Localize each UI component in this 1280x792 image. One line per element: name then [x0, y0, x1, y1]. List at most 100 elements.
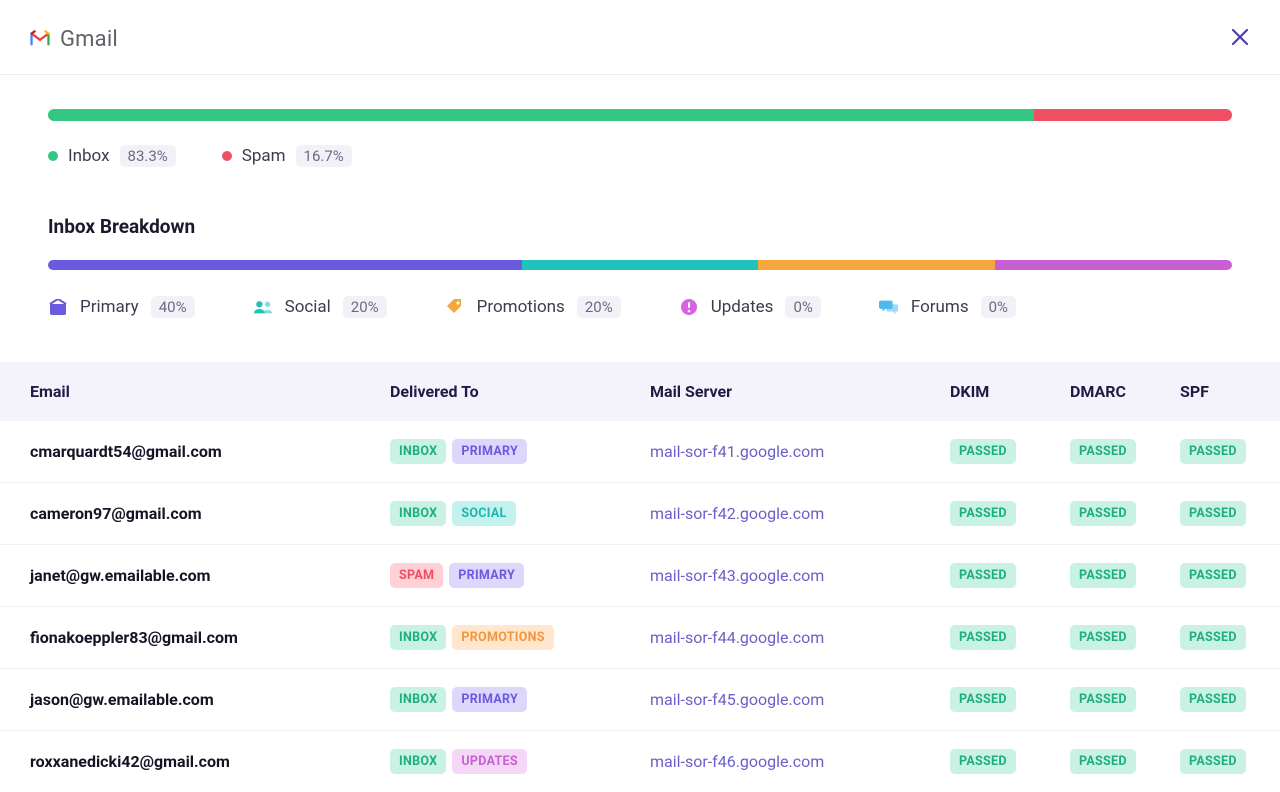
- col-dmarc: DMARC: [1070, 382, 1180, 401]
- breakdown-label: Social: [285, 297, 331, 317]
- cell-mailserver: mail-sor-f43.google.com: [650, 566, 950, 585]
- dmarc-tag: PASSED: [1070, 501, 1136, 526]
- delivery-tag: INBOX: [390, 501, 446, 526]
- cell-spf: PASSED: [1180, 439, 1260, 464]
- gmail-logo-icon: [30, 29, 50, 49]
- dkim-tag: PASSED: [950, 749, 1016, 774]
- cell-email: jason@gw.emailable.com: [30, 690, 390, 709]
- cell-delivered: INBOXPROMOTIONS: [390, 625, 650, 650]
- updates-icon: [679, 297, 699, 317]
- cell-delivered: INBOXUPDATES: [390, 749, 650, 774]
- breakdown-item-forums: Forums 0%: [879, 296, 1016, 318]
- table-row[interactable]: roxxanedicki42@gmail.comINBOXUPDATESmail…: [0, 731, 1280, 792]
- forums-icon: [879, 297, 899, 317]
- cell-dmarc: PASSED: [1070, 563, 1180, 588]
- dmarc-tag: PASSED: [1070, 687, 1136, 712]
- cell-mailserver: mail-sor-f42.google.com: [650, 504, 950, 523]
- breakdown-bar-segment: [522, 260, 759, 270]
- dkim-tag: PASSED: [950, 439, 1016, 464]
- primary-icon: [48, 297, 68, 317]
- dkim-tag: PASSED: [950, 501, 1016, 526]
- legend-dot-icon: [48, 151, 58, 161]
- cell-spf: PASSED: [1180, 563, 1260, 588]
- breakdown-label: Promotions: [477, 297, 565, 317]
- category-tag: UPDATES: [452, 749, 527, 774]
- brand: Gmail: [30, 27, 118, 52]
- breakdown-bar-segment: [995, 260, 1232, 270]
- cell-dkim: PASSED: [950, 563, 1070, 588]
- breakdown-label: Forums: [911, 297, 969, 317]
- spf-tag: PASSED: [1180, 439, 1246, 464]
- breakdown-item-promotions: Promotions 20%: [445, 296, 621, 318]
- cell-delivered: SPAMPRIMARY: [390, 563, 650, 588]
- header: Gmail: [0, 0, 1280, 75]
- dkim-tag: PASSED: [950, 563, 1016, 588]
- cell-email: roxxanedicki42@gmail.com: [30, 752, 390, 771]
- dkim-tag: PASSED: [950, 625, 1016, 650]
- delivery-bar-segment-spam: [1034, 109, 1232, 121]
- social-icon: [253, 297, 273, 317]
- cell-spf: PASSED: [1180, 687, 1260, 712]
- cell-mailserver: mail-sor-f46.google.com: [650, 752, 950, 771]
- cell-email: janet@gw.emailable.com: [30, 566, 390, 585]
- cell-delivered: INBOXPRIMARY: [390, 687, 650, 712]
- breakdown-pct: 0%: [981, 296, 1016, 318]
- breakdown-title: Inbox Breakdown: [48, 215, 1232, 238]
- delivery-tag: SPAM: [390, 563, 443, 588]
- breakdown-item-social: Social20%: [253, 296, 387, 318]
- delivery-bar-segment-inbox: [48, 109, 1034, 121]
- brand-name: Gmail: [60, 27, 118, 52]
- cell-dmarc: PASSED: [1070, 501, 1180, 526]
- table-row[interactable]: jason@gw.emailable.comINBOXPRIMARYmail-s…: [0, 669, 1280, 731]
- breakdown-item-updates: Updates0%: [679, 296, 821, 318]
- breakdown-pct: 20%: [577, 296, 621, 318]
- table-row[interactable]: cmarquardt54@gmail.comINBOXPRIMARYmail-s…: [0, 421, 1280, 483]
- table-row[interactable]: cameron97@gmail.comINBOXSOCIALmail-sor-f…: [0, 483, 1280, 545]
- breakdown-pct: 40%: [151, 296, 195, 318]
- close-icon[interactable]: [1230, 24, 1250, 54]
- cell-mailserver: mail-sor-f41.google.com: [650, 442, 950, 461]
- cell-dkim: PASSED: [950, 749, 1070, 774]
- spf-tag: PASSED: [1180, 563, 1246, 588]
- breakdown-label: Primary: [80, 297, 139, 317]
- table-row[interactable]: janet@gw.emailable.comSPAMPRIMARYmail-so…: [0, 545, 1280, 607]
- col-dkim: DKIM: [950, 382, 1070, 401]
- delivery-tag: INBOX: [390, 625, 446, 650]
- results-table: Email Delivered To Mail Server DKIM DMAR…: [0, 362, 1280, 792]
- dmarc-tag: PASSED: [1070, 749, 1136, 774]
- spf-tag: PASSED: [1180, 687, 1246, 712]
- category-tag: PRIMARY: [449, 563, 524, 588]
- dkim-tag: PASSED: [950, 687, 1016, 712]
- content: Inbox83.3% Spam 16.7% Inbox Breakdown Prim…: [0, 75, 1280, 792]
- dmarc-tag: PASSED: [1070, 439, 1136, 464]
- cell-dmarc: PASSED: [1070, 687, 1180, 712]
- breakdown-item-primary: Primary 40%: [48, 296, 195, 318]
- category-tag: PRIMARY: [452, 439, 527, 464]
- cell-mailserver: mail-sor-f45.google.com: [650, 690, 950, 709]
- breakdown-bar-segment: [48, 260, 522, 270]
- cell-dkim: PASSED: [950, 439, 1070, 464]
- delivery-tag: INBOX: [390, 439, 446, 464]
- cell-dmarc: PASSED: [1070, 749, 1180, 774]
- legend-pct: 16.7%: [296, 145, 352, 167]
- table-header-row: Email Delivered To Mail Server DKIM DMAR…: [0, 362, 1280, 421]
- delivery-bar: [48, 109, 1232, 121]
- spf-tag: PASSED: [1180, 501, 1246, 526]
- cell-dkim: PASSED: [950, 687, 1070, 712]
- dmarc-tag: PASSED: [1070, 625, 1136, 650]
- breakdown-bar: [48, 260, 1232, 270]
- breakdown-legend: Primary40%Social20%Promotions20%Updates0…: [48, 296, 1232, 318]
- cell-delivered: INBOXSOCIAL: [390, 501, 650, 526]
- cell-dmarc: PASSED: [1070, 625, 1180, 650]
- cell-spf: PASSED: [1180, 501, 1260, 526]
- breakdown-label: Updates: [711, 297, 774, 317]
- category-tag: PROMOTIONS: [452, 625, 553, 650]
- legend-label: Inbox: [68, 146, 110, 166]
- cell-dkim: PASSED: [950, 501, 1070, 526]
- dmarc-tag: PASSED: [1070, 563, 1136, 588]
- cell-delivered: INBOXPRIMARY: [390, 439, 650, 464]
- legend-label: Spam: [242, 146, 286, 166]
- table-row[interactable]: fionakoeppler83@gmail.comINBOXPROMOTIONS…: [0, 607, 1280, 669]
- cell-spf: PASSED: [1180, 749, 1260, 774]
- legend-item-inbox: Inbox83.3%: [48, 145, 176, 167]
